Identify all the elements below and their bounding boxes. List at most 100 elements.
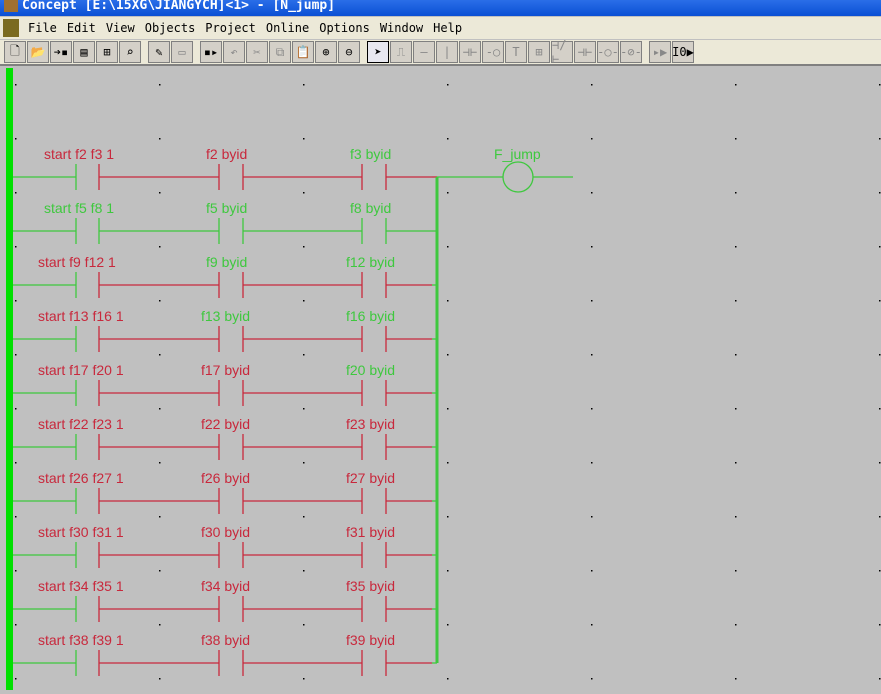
- find-button[interactable]: ⌕: [119, 41, 141, 63]
- grid-dot: [591, 678, 593, 680]
- contact-label[interactable]: f23 byid: [346, 416, 395, 432]
- function-block-button[interactable]: ⊣⊢: [459, 41, 481, 63]
- nc-contact-button[interactable]: ⊣/⊢: [551, 38, 573, 66]
- contact-label[interactable]: f30 byid: [201, 524, 250, 540]
- ladder-svg[interactable]: start f2 f3 1 f2 byid f3 byid start f5 f8 1…: [0, 68, 881, 690]
- menu-edit[interactable]: Edit: [66, 21, 96, 35]
- cut-section-icon: ✎: [155, 45, 163, 59]
- grid-dot: [447, 192, 449, 194]
- step-line-button[interactable]: ⎍: [390, 41, 412, 63]
- grid-dot: [15, 192, 17, 194]
- properties-button[interactable]: ▤: [73, 41, 95, 63]
- copy-icon: ⧉: [275, 44, 285, 59]
- contact-label[interactable]: f8 byid: [350, 200, 391, 216]
- horizontal-link-button[interactable]: —: [413, 41, 435, 63]
- contact-label[interactable]: f12 byid: [346, 254, 395, 270]
- contact-label[interactable]: start f26 f27 1: [38, 470, 124, 486]
- grid-dot: [735, 516, 737, 518]
- save-button[interactable]: ➔▪: [50, 41, 72, 63]
- variable-grid-button[interactable]: ⊞: [528, 41, 550, 63]
- undo-button[interactable]: ↶: [223, 41, 245, 63]
- toolbar: 🗋 📂 ➔▪ ▤ ⊞ ⌕ ✎ ▭ ▪▸ ↶ ✂ ⧉ 📋 ⊕ ⊖ ➤ ⎍ — | ⊣⊢ -○ T ⊞ ⊣/⊢ ⊣⊢ -○- -⊘- ▸▶…: [0, 38, 881, 66]
- grid-dot: [15, 354, 17, 356]
- copy-button[interactable]: ⧉: [269, 41, 291, 63]
- coil-label[interactable]: F_jump: [494, 146, 541, 162]
- negation-button[interactable]: -○: [482, 41, 504, 63]
- contact-label[interactable]: f13 byid: [201, 308, 250, 324]
- zoom-in-button[interactable]: ⊕: [315, 41, 337, 63]
- menu-help[interactable]: Help: [433, 21, 463, 35]
- menu-options[interactable]: Options: [319, 21, 370, 35]
- contact-label[interactable]: f5 byid: [206, 200, 247, 216]
- paste-button[interactable]: 📋: [292, 41, 314, 63]
- coil-f-jump[interactable]: [502, 161, 534, 193]
- grid-dot: [159, 678, 161, 680]
- contact-label[interactable]: f3 byid: [350, 146, 391, 162]
- contact-label[interactable]: start f30 f31 1: [38, 524, 124, 540]
- section-button[interactable]: ▭: [171, 41, 193, 63]
- contact-label[interactable]: start f5 f8 1: [44, 200, 114, 216]
- document-icon[interactable]: [3, 19, 19, 37]
- grid-dot: [591, 246, 593, 248]
- contact-label[interactable]: start f2 f3 1: [44, 146, 114, 162]
- menu-objects[interactable]: Objects: [144, 21, 196, 35]
- contact-label[interactable]: f17 byid: [201, 362, 250, 378]
- grid-dot: [15, 138, 17, 140]
- negated-coil-button[interactable]: -⊘-: [620, 41, 642, 63]
- contact-label[interactable]: start f22 f23 1: [38, 416, 124, 432]
- grid-dot: [735, 462, 737, 464]
- contact-label[interactable]: f22 byid: [201, 416, 250, 432]
- menu-view[interactable]: View: [105, 21, 135, 35]
- new-file-button[interactable]: 🗋: [4, 41, 26, 63]
- contact-label[interactable]: start f9 f12 1: [38, 254, 116, 270]
- grid-dot: [159, 570, 161, 572]
- no-contact-button[interactable]: ⊣⊢: [574, 41, 596, 63]
- grid-dot: [447, 354, 449, 356]
- contact-label[interactable]: start f13 f16 1: [38, 308, 124, 324]
- tree-button[interactable]: ⊞: [96, 41, 118, 63]
- new-file-icon: 🗋: [10, 43, 20, 58]
- cut-button[interactable]: ✂: [246, 41, 268, 63]
- contact-label[interactable]: f39 byid: [346, 632, 395, 648]
- contact-label[interactable]: f26 byid: [201, 470, 250, 486]
- contact-label[interactable]: start f17 f20 1: [38, 362, 124, 378]
- grid-dot: [159, 462, 161, 464]
- open-folder-button[interactable]: 📂: [27, 41, 49, 63]
- contact-label[interactable]: f38 byid: [201, 632, 250, 648]
- grid-dot: [15, 300, 17, 302]
- animate-button[interactable]: ▸▶: [649, 41, 671, 63]
- app-icon: [4, 0, 18, 12]
- grid-dot: [879, 570, 881, 572]
- contact-label[interactable]: f9 byid: [206, 254, 247, 270]
- contact-label[interactable]: f34 byid: [201, 578, 250, 594]
- cut-icon: ✂: [253, 45, 261, 59]
- select-pointer-button[interactable]: ➤: [367, 41, 389, 63]
- grid-dot: [735, 192, 737, 194]
- grid-dot: [591, 462, 593, 464]
- contact-label[interactable]: f31 byid: [346, 524, 395, 540]
- grid-dot: [159, 138, 161, 140]
- contact-label[interactable]: f16 byid: [346, 308, 395, 324]
- cut-section-button[interactable]: ✎: [148, 41, 170, 63]
- grid-dot: [447, 408, 449, 410]
- menu-window[interactable]: Window: [379, 21, 424, 35]
- menu-project[interactable]: Project: [205, 21, 256, 35]
- contact-label[interactable]: f27 byid: [346, 470, 395, 486]
- grid-dot: [735, 678, 737, 680]
- menu-file[interactable]: File: [28, 21, 57, 35]
- contact-label[interactable]: f2 byid: [206, 146, 247, 162]
- text-button[interactable]: T: [505, 41, 527, 63]
- menu-online[interactable]: Online: [265, 21, 310, 35]
- ladder-diagram-editor[interactable]: start f2 f3 1 f2 byid f3 byid start f5 f8 1…: [0, 68, 881, 690]
- contact-label[interactable]: f20 byid: [346, 362, 395, 378]
- grid-dot: [735, 138, 737, 140]
- contact-label[interactable]: f35 byid: [346, 578, 395, 594]
- contact-label[interactable]: start f38 f39 1: [38, 632, 124, 648]
- zoom-out-button[interactable]: ⊖: [338, 41, 360, 63]
- vertical-link-button[interactable]: |: [436, 41, 458, 63]
- animation-toggle-button[interactable]: I0▶: [672, 41, 694, 63]
- import-button[interactable]: ▪▸: [200, 41, 222, 63]
- no-contact-icon: ⊣⊢: [577, 45, 593, 59]
- contact-label[interactable]: start f34 f35 1: [38, 578, 124, 594]
- coil-button[interactable]: -○-: [597, 41, 619, 63]
